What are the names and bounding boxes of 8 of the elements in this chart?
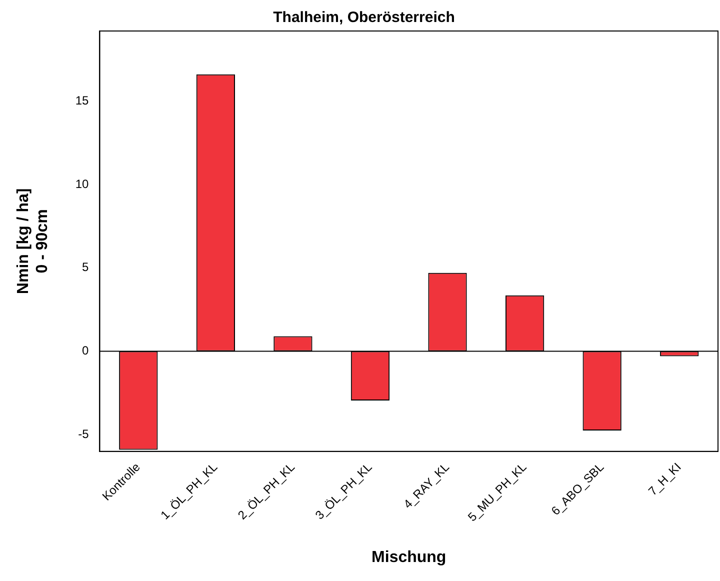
x-axis-title: Mischung bbox=[372, 548, 446, 566]
y-tick-label: 15 bbox=[75, 93, 90, 108]
y-axis-title: Nmin [kg / ha] 0 - 90cm bbox=[15, 188, 52, 294]
y-tick-label: -5 bbox=[78, 427, 90, 442]
y-tick-label: 0 bbox=[82, 344, 90, 358]
chart-title: Thalheim, Oberösterreich bbox=[273, 9, 455, 26]
y-tick-label: 10 bbox=[75, 176, 90, 191]
y-tick-label: 5 bbox=[82, 260, 90, 274]
